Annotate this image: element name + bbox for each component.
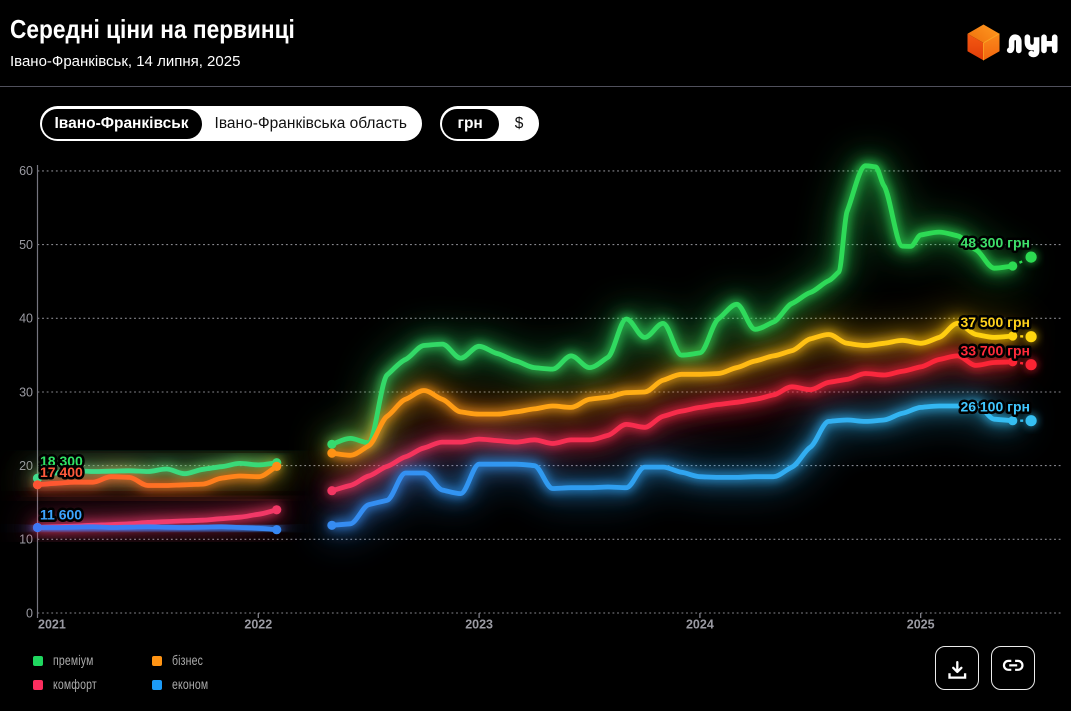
svg-text:2022: 2022 [244, 618, 272, 632]
svg-text:37 500 грн: 37 500 грн [960, 314, 1030, 330]
svg-text:2024: 2024 [686, 618, 714, 632]
svg-text:48 300 грн: 48 300 грн [960, 235, 1030, 251]
svg-text:30: 30 [19, 385, 33, 399]
svg-text:2025: 2025 [907, 618, 935, 632]
svg-text:40: 40 [19, 312, 33, 326]
svg-text:11 600: 11 600 [40, 507, 82, 523]
svg-text:60: 60 [19, 164, 33, 178]
svg-text:50: 50 [19, 238, 33, 252]
svg-text:20: 20 [19, 459, 33, 473]
svg-text:17 400: 17 400 [40, 464, 83, 480]
svg-text:10: 10 [19, 533, 33, 547]
svg-text:2023: 2023 [465, 618, 493, 632]
svg-text:26 100 грн: 26 100 грн [960, 399, 1030, 415]
svg-text:2021: 2021 [38, 618, 66, 632]
svg-text:0: 0 [26, 606, 33, 620]
svg-text:18 300: 18 300 [40, 453, 83, 469]
svg-text:33 700 грн: 33 700 грн [960, 343, 1030, 359]
